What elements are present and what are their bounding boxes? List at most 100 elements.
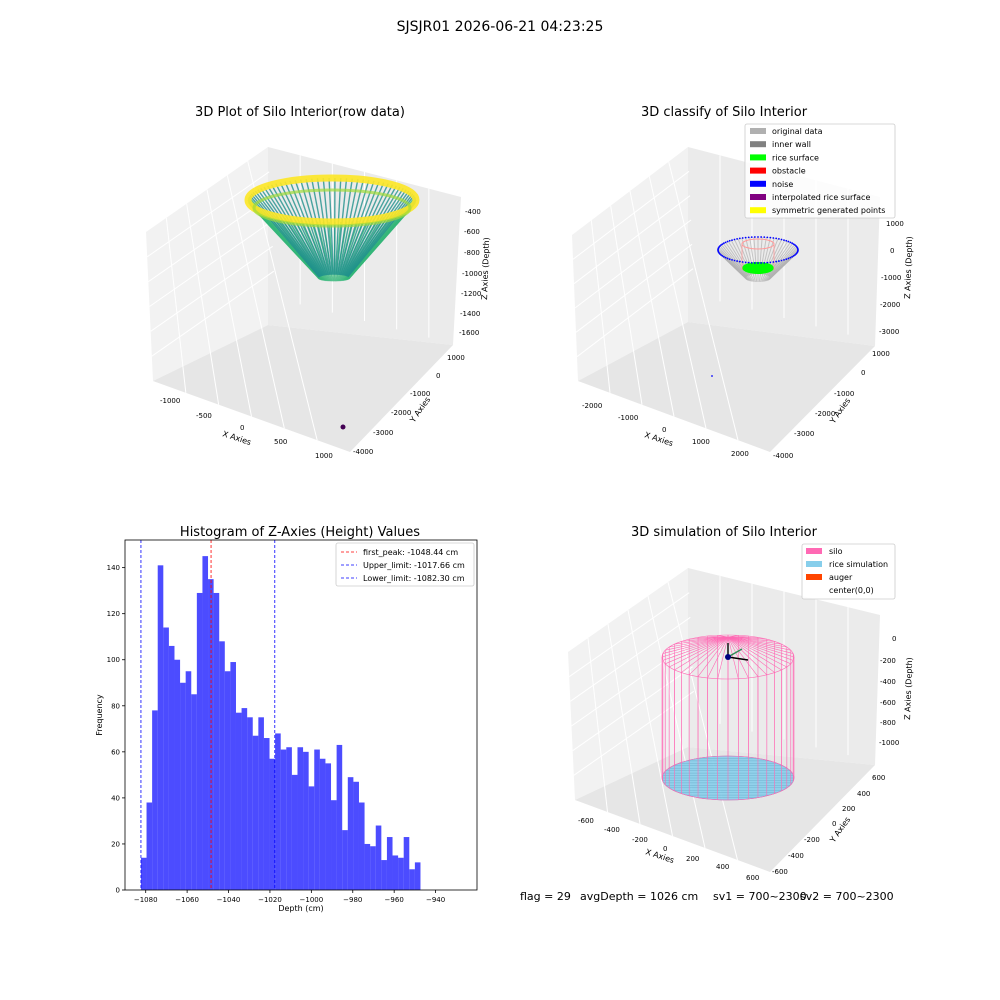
histogram-bar: [241, 708, 248, 890]
legend-swatch: [806, 548, 822, 554]
surface-line: [345, 186, 401, 277]
z-tick: -200: [880, 657, 896, 665]
noise-ring-point: [722, 255, 725, 258]
silo-roof-line: [717, 636, 729, 679]
flag-text: flag = 29: [520, 890, 571, 903]
histogram-bar: [375, 825, 382, 890]
noise-ring-point: [777, 238, 780, 240]
noise-ring-point: [757, 236, 759, 238]
silo-roof-line: [688, 636, 729, 676]
z-tick: -400: [880, 678, 896, 686]
z-axis-label: Z Axies (Depth): [480, 237, 491, 300]
noise-ring-point: [736, 238, 738, 240]
histogram-bar: [308, 786, 315, 890]
legend-label: obstacle: [772, 167, 806, 176]
z-tick: -1000: [462, 270, 482, 278]
noise-ring-point: [731, 239, 733, 242]
legend: first_peak: -1048.44 cm Upper_limit: -101…: [335, 542, 475, 587]
histogram-bar: [146, 802, 153, 890]
z-tick: -3000: [879, 328, 899, 336]
surface-line: [340, 180, 375, 276]
y-tick: -2000: [815, 410, 835, 418]
silo-roof-line: [727, 636, 791, 651]
panel-classify-3d: 3D classify of Silo Interior -2000 -1000…: [572, 105, 914, 460]
rice-surface-patch: [742, 262, 774, 274]
noise-ring-point: [747, 236, 750, 239]
silo-roof-line: [727, 636, 787, 668]
histogram-bar: [180, 682, 186, 890]
x-tick-label: −980: [343, 896, 362, 904]
grid-line: [629, 190, 675, 417]
y-tick: 400: [857, 790, 870, 798]
x-ticks: −1080 −1060 −1040 −1020 −1000 −980 −960 −940: [134, 890, 445, 904]
histogram-bar: [168, 645, 175, 890]
legend-swatch: [750, 141, 766, 148]
surface-line: [257, 189, 322, 277]
y-axis-label: Y Axies: [408, 395, 433, 425]
x-tick: 1000: [315, 452, 333, 460]
silo-roof-line: [669, 636, 729, 648]
histogram-bar: [291, 774, 298, 890]
legend: original data inner wall rice surface obsta…: [744, 123, 896, 219]
histogram-bar: [398, 857, 404, 890]
surface-line: [347, 190, 410, 278]
z-tick: 0: [890, 247, 894, 255]
y-tick: 600: [872, 774, 885, 782]
legend-swatch: [806, 561, 822, 567]
y-tick: -3000: [794, 430, 814, 438]
histogram-bar: [230, 662, 236, 890]
noise-ring-point: [724, 256, 727, 259]
surface-line: [279, 182, 326, 276]
reference-lines: [140, 540, 276, 890]
noise-ring-point: [772, 237, 775, 239]
noise-ring-point: [760, 262, 763, 264]
legend-label: Upper_limit: -1017.66 cm: [363, 561, 465, 570]
grid-line: [573, 195, 691, 285]
grid-line: [667, 581, 738, 861]
plot-frame: [124, 539, 478, 891]
wall-line: [769, 245, 797, 278]
histogram-bar: [219, 641, 225, 890]
noise-ring-point: [792, 255, 795, 257]
figure-title: SJSJR01 2026-06-21 04:23:25: [397, 19, 604, 35]
x-tick: -1000: [618, 414, 638, 422]
histogram-bar: [185, 671, 192, 890]
legend-swatch: [806, 587, 822, 593]
surface-line: [284, 181, 327, 276]
y-tick: 0: [861, 369, 865, 377]
noise-ring-point: [753, 262, 756, 264]
x-tick-label: −1080: [134, 896, 158, 904]
surface-line: [250, 193, 321, 278]
wall-line: [769, 248, 799, 278]
noise-ring-point: [738, 237, 741, 240]
y-tick: -4000: [773, 452, 793, 460]
grid-line: [572, 666, 693, 752]
grid-line: [607, 623, 641, 825]
axis-pane-left: [146, 147, 268, 381]
z-tick: -800: [464, 249, 480, 257]
x-axis-label: Depth (cm): [278, 904, 323, 913]
z-tick: -1600: [459, 329, 479, 337]
wall-line: [717, 248, 747, 278]
legend-swatch: [806, 574, 822, 580]
silo-roof-line: [727, 636, 794, 661]
wall-line: [769, 246, 798, 278]
grid-line: [587, 637, 608, 813]
legend-label: interpolated rice surface: [772, 193, 870, 202]
noise-ring-point: [728, 258, 731, 261]
wall-line: [718, 246, 747, 278]
y-tick-label: 80: [111, 702, 120, 710]
z-axis-label: Z Axies (Depth): [903, 236, 914, 299]
legend-label: rice simulation: [829, 560, 888, 569]
noise-point: [711, 375, 713, 377]
x-tick: -400: [604, 826, 620, 834]
surface-line: [344, 185, 397, 277]
x-tick-label: −1040: [217, 896, 241, 904]
histogram-bar: [303, 751, 309, 890]
histogram-bar: [263, 738, 270, 890]
silo-roof-line: [662, 636, 729, 654]
sv1-text: sv1 = 700~2300: [713, 890, 807, 903]
y-tick: 1000: [447, 354, 465, 362]
x-tick: -2000: [582, 402, 602, 410]
histogram-title: Histogram of Z-Axies (Height) Values: [180, 525, 420, 540]
